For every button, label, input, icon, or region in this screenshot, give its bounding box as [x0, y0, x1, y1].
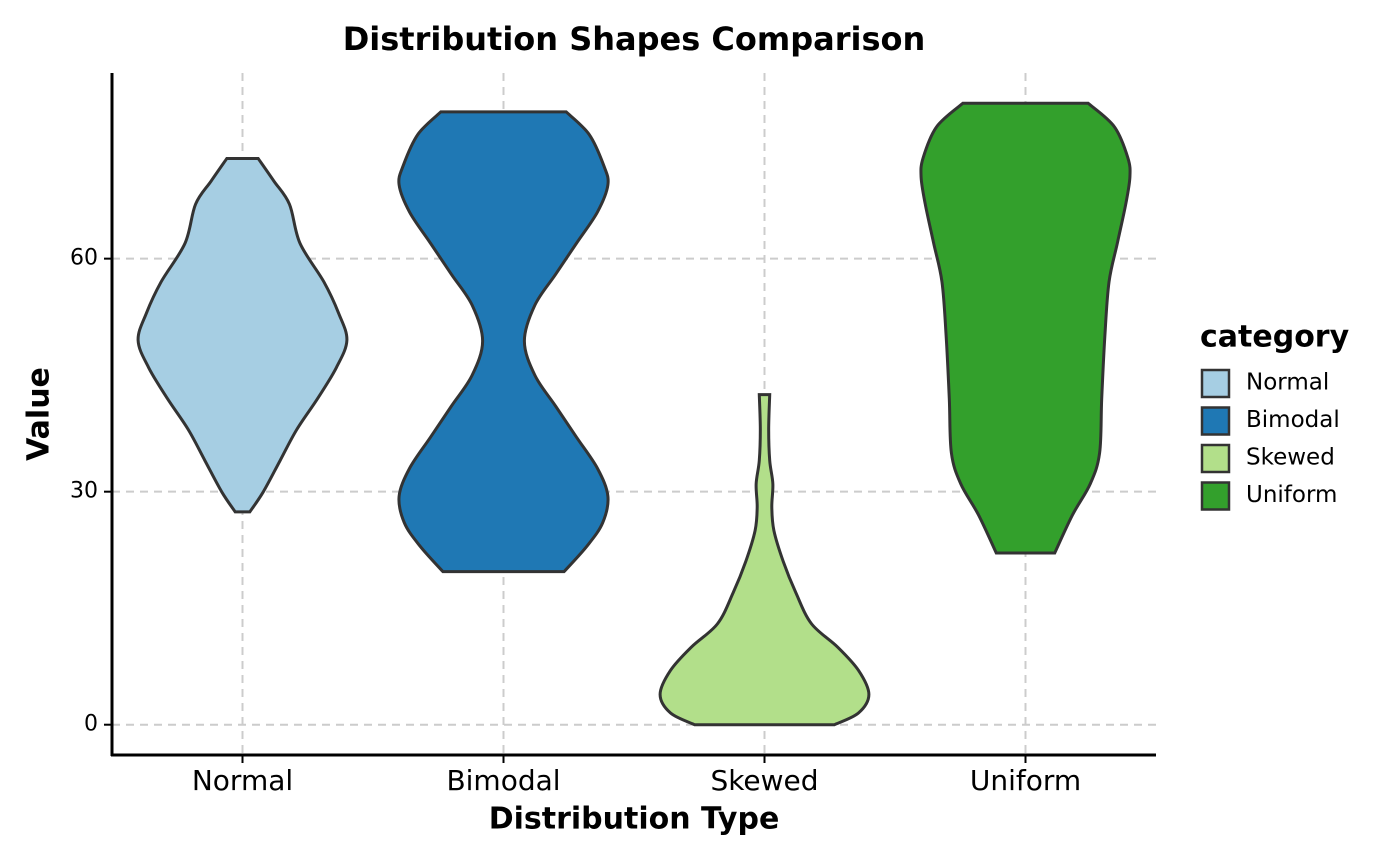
y-axis-label: Value [22, 367, 57, 461]
legend-title: category [1200, 320, 1350, 355]
y-tick-label: 0 [84, 712, 98, 737]
legend-swatch [1200, 443, 1231, 474]
legend-label: Skewed [1246, 445, 1335, 471]
legend-swatch [1200, 481, 1231, 511]
legend-swatch [1200, 368, 1231, 399]
violin [136, 156, 349, 514]
legend-label: Uniform [1246, 482, 1337, 508]
violin [658, 393, 871, 727]
chart-title: Distribution Shapes Comparison [343, 20, 926, 58]
legend-label: Normal [1246, 370, 1329, 396]
y-tick-label: 60 [70, 246, 98, 271]
violin [919, 101, 1132, 555]
x-axis-label: Distribution Type [489, 802, 780, 837]
x-tick-label: Skewed [710, 764, 818, 797]
legend-swatch [1200, 406, 1231, 436]
x-tick-label: Uniform [970, 764, 1081, 797]
x-tick-label: Normal [192, 764, 293, 797]
violin [397, 110, 610, 574]
x-tick-label: Bimodal [446, 764, 560, 797]
y-tick-label: 30 [70, 479, 98, 504]
legend-label: Bimodal [1246, 407, 1340, 433]
